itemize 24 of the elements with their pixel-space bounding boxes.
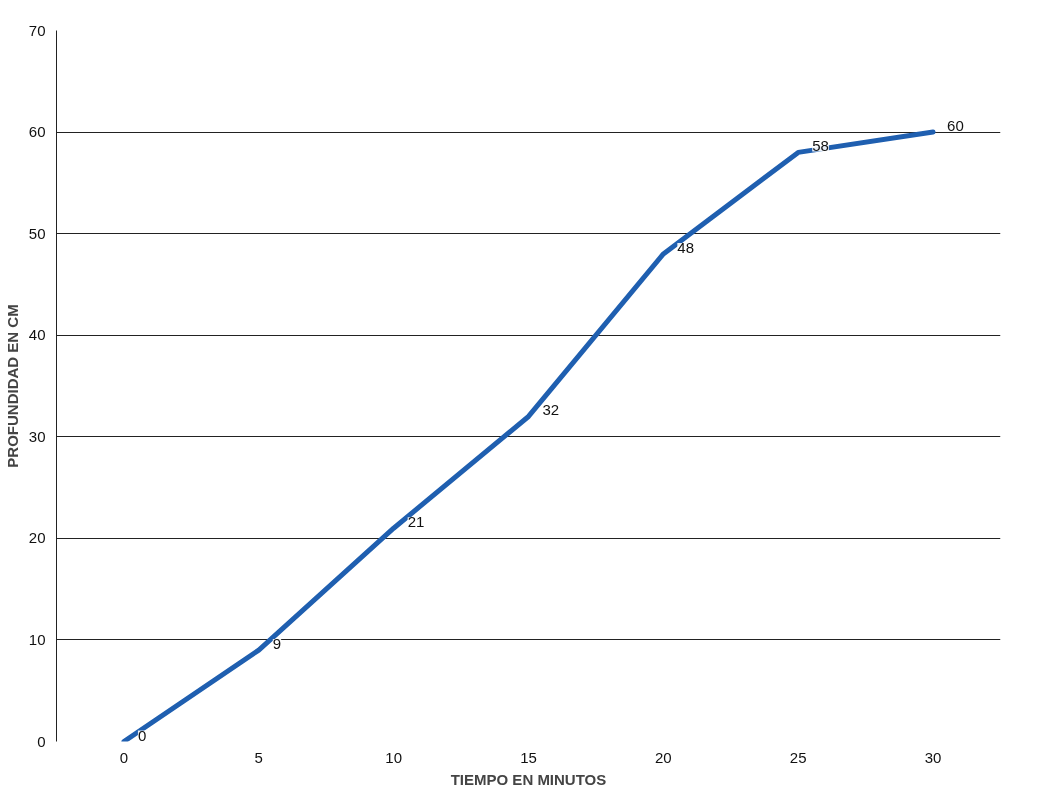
x-tick-label: 15 (520, 748, 537, 766)
x-axis-title: TIEMPO EN MINUTOS (450, 770, 607, 788)
y-tick-label: 0 (37, 732, 46, 750)
y-axis-title: PROFUNDIDAD EN CM (3, 304, 21, 468)
x-tick-label: 10 (385, 748, 402, 766)
y-tick-label: 70 (28, 21, 46, 39)
y-tick-label: 50 (28, 224, 46, 242)
data-label: 0 (137, 726, 147, 744)
x-tick-label: 5 (254, 748, 263, 766)
x-tick-label: 25 (789, 748, 807, 766)
data-label: 32 (542, 401, 560, 419)
y-tick-label: 20 (28, 529, 46, 547)
x-tick-label: 20 (655, 748, 672, 766)
data-label: 48 (677, 238, 695, 256)
x-tick-label: 0 (119, 748, 129, 766)
data-label: 21 (407, 513, 425, 531)
y-tick-label: 40 (28, 326, 46, 344)
data-label: 58 (812, 137, 829, 155)
y-tick-label: 60 (28, 123, 46, 141)
data-label: 60 (947, 117, 964, 135)
x-tick-label: 30 (924, 748, 942, 766)
y-tick-label: 30 (28, 427, 46, 445)
data-label: 9 (272, 635, 282, 653)
y-tick-label: 10 (28, 630, 46, 648)
